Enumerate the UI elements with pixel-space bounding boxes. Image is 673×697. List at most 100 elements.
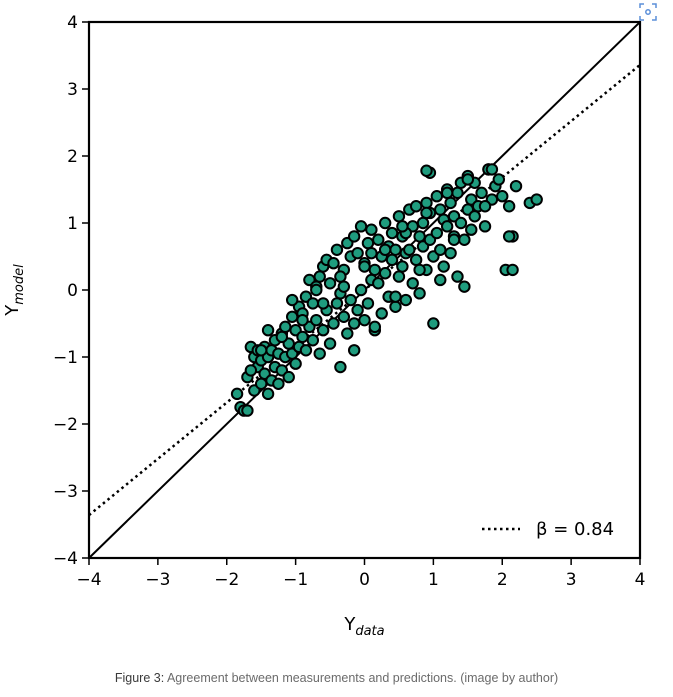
data-point: [444, 196, 457, 210]
data-point: [347, 344, 361, 357]
data-point: [430, 226, 444, 240]
y-axis-label: Ymodel: [2, 264, 27, 317]
data-point: [365, 223, 378, 236]
data-point: [244, 364, 258, 377]
data-point: [378, 216, 392, 230]
data-point: [368, 263, 382, 277]
data-point: [378, 267, 392, 280]
x-tick-label: 4: [635, 570, 646, 590]
data-point: [492, 173, 506, 186]
focus-zoom-button[interactable]: [638, 2, 658, 22]
data-point: [434, 203, 447, 216]
y-axis-label-subscript: model: [12, 264, 27, 305]
figure-caption-label: Figure 3:: [114, 671, 165, 685]
data-point: [485, 163, 499, 176]
data-point: [451, 186, 464, 200]
y-tick-label: 2: [67, 147, 78, 167]
data-point: [389, 243, 402, 257]
data-point: [285, 310, 299, 323]
data-point: [347, 230, 361, 243]
data-point: [389, 300, 402, 313]
data-point: [454, 216, 468, 230]
data-point: [323, 337, 337, 350]
data-point: [261, 324, 275, 337]
data-point: [478, 220, 492, 233]
y-tick-label: −1: [53, 348, 78, 368]
data-point: [358, 313, 371, 327]
data-point: [254, 344, 268, 357]
data-point: [334, 360, 347, 374]
data-point: [282, 370, 295, 384]
data-point: [427, 317, 440, 330]
data-point: [396, 220, 409, 233]
data-point: [254, 377, 268, 390]
data-point: [372, 233, 385, 246]
data-point: [396, 260, 409, 273]
data-point: [409, 253, 423, 267]
axis-ticks: −4 −3 −2 −1 0 1 2 3 4 −4 −3 −2 −1 0 1 2 3 4: [53, 13, 645, 590]
x-axis-label: Ydata: [343, 614, 384, 639]
data-point: [306, 297, 320, 310]
data-point: [330, 297, 344, 310]
data-point: [496, 190, 509, 203]
data-point: [327, 257, 340, 270]
data-point: [440, 186, 454, 200]
data-points: [230, 163, 543, 417]
data-point: [385, 253, 399, 267]
data-point: [334, 270, 347, 283]
y-tick-label: 1: [67, 214, 78, 234]
data-point: [434, 243, 447, 257]
data-point: [337, 280, 351, 293]
x-tick-label: −3: [145, 570, 170, 590]
data-point: [337, 310, 351, 323]
data-point: [413, 287, 426, 300]
x-tick-label: 1: [428, 570, 439, 590]
data-point: [440, 220, 454, 233]
data-point: [420, 206, 433, 220]
data-point: [272, 377, 285, 390]
data-point: [434, 273, 447, 287]
figure-caption: Figure 3: Agreement between measurements…: [0, 671, 673, 685]
data-point: [351, 246, 364, 260]
x-tick-label: 2: [497, 570, 508, 590]
data-point: [368, 320, 382, 334]
y-tick-label: 0: [67, 281, 78, 301]
data-point: [313, 270, 326, 283]
figure-caption-text: Agreement between measurements and predi…: [164, 671, 559, 685]
data-point: [275, 330, 289, 344]
data-point: [285, 293, 299, 307]
x-tick-label: −4: [76, 570, 101, 590]
data-point: [361, 297, 375, 310]
data-point: [399, 293, 413, 307]
data-point: [358, 260, 371, 273]
data-point: [530, 193, 543, 206]
data-point: [372, 277, 385, 290]
data-point: [461, 173, 475, 186]
data-point: [299, 344, 313, 357]
data-point: [420, 164, 433, 177]
data-point: [365, 246, 378, 260]
x-tick-label: −1: [283, 570, 308, 590]
data-point: [230, 387, 244, 401]
data-point: [279, 320, 292, 334]
data-point: [375, 307, 388, 320]
data-point: [458, 280, 471, 293]
data-point: [261, 387, 275, 401]
data-point: [413, 263, 426, 277]
y-axis-label-main: Y: [2, 304, 23, 317]
data-point: [406, 277, 419, 290]
data-point: [361, 236, 375, 250]
data-point: [420, 196, 433, 210]
legend: β = 0.84: [482, 519, 614, 540]
data-point: [306, 334, 320, 347]
data-point: [241, 404, 254, 417]
data-point: [468, 210, 481, 223]
data-point: [392, 270, 406, 283]
data-point: [478, 200, 492, 213]
data-point: [458, 233, 471, 246]
x-tick-label: 3: [566, 570, 577, 590]
data-point: [354, 283, 368, 297]
data-point: [506, 263, 519, 277]
data-point: [296, 330, 309, 344]
